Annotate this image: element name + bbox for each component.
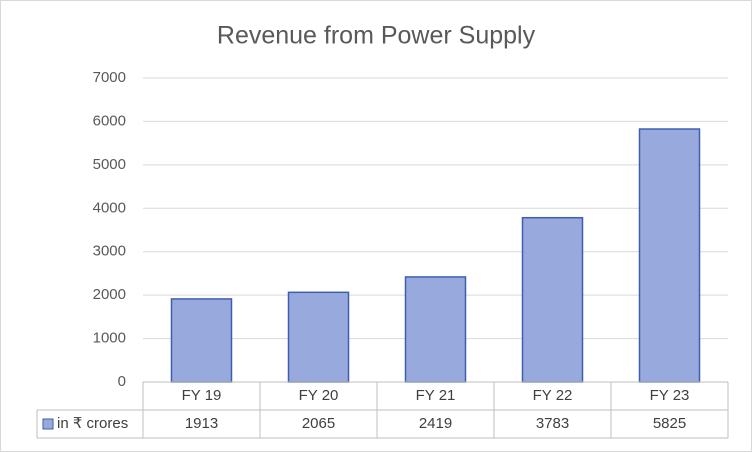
bar bbox=[287, 291, 350, 383]
legend-swatch bbox=[42, 418, 54, 430]
y-tick-label: 5000 bbox=[93, 156, 126, 173]
bar bbox=[638, 128, 701, 383]
y-tick-label: 0 bbox=[118, 373, 126, 390]
y-tick-label: 1000 bbox=[93, 330, 126, 347]
y-tick-label: 7000 bbox=[93, 69, 126, 86]
y-tick-label: 4000 bbox=[93, 199, 126, 216]
bar bbox=[521, 216, 584, 383]
table-value: 2065 bbox=[302, 415, 335, 432]
table-value: 5825 bbox=[653, 415, 686, 432]
table-value: 2419 bbox=[419, 415, 452, 432]
x-tick-label: FY 23 bbox=[650, 387, 690, 404]
legend-label: in ₹ crores bbox=[57, 415, 128, 432]
x-tick-label: FY 22 bbox=[533, 387, 573, 404]
table-value: 1913 bbox=[185, 415, 218, 432]
table-value: 3783 bbox=[536, 415, 569, 432]
y-tick-label: 2000 bbox=[93, 286, 126, 303]
x-tick-label: FY 20 bbox=[299, 387, 339, 404]
bar bbox=[170, 298, 233, 383]
chart-title: Revenue from Power Supply bbox=[217, 22, 536, 50]
x-tick-label: FY 21 bbox=[416, 387, 456, 404]
bar bbox=[404, 276, 467, 383]
y-tick-label: 3000 bbox=[93, 243, 126, 260]
y-tick-label: 6000 bbox=[93, 112, 126, 129]
x-tick-label: FY 19 bbox=[182, 387, 222, 404]
